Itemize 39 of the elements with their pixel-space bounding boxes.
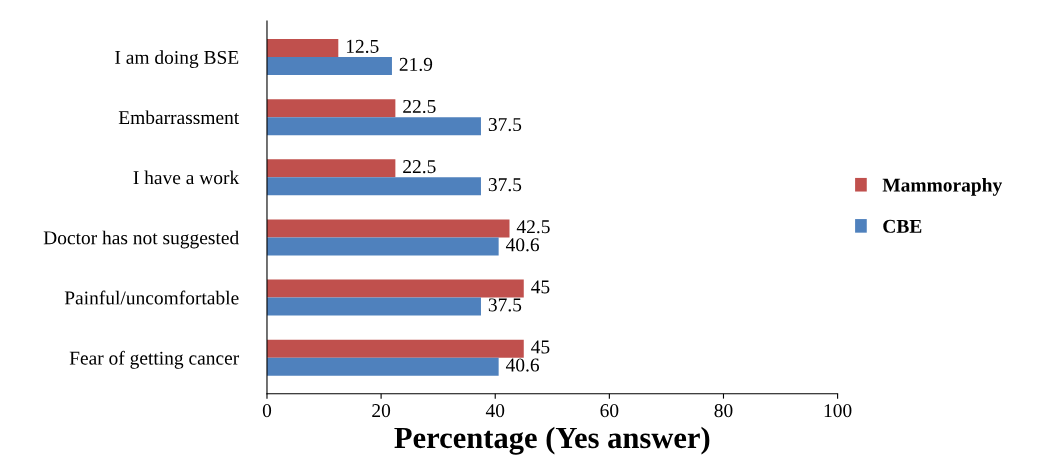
bar (266, 159, 396, 178)
data-label: 45 (531, 340, 550, 354)
data-label: 37.5 (488, 118, 522, 132)
bar (266, 339, 524, 358)
x-tick-label: 60 (600, 404, 619, 418)
data-label: 21.9 (399, 57, 433, 72)
bar (266, 357, 499, 376)
data-label: 40.6 (505, 358, 540, 372)
y-tick-label: Embarrassment (118, 110, 240, 125)
data-label: 37.5 (488, 298, 522, 312)
bar (266, 177, 481, 196)
data-label: 42.5 (516, 220, 550, 234)
legend-label: Mammoraphy (882, 178, 1003, 196)
bar (266, 279, 524, 298)
bar (266, 219, 510, 238)
y-tick-label: Doctor has not suggested (43, 230, 239, 249)
data-label: 22.5 (403, 160, 436, 174)
bar (266, 237, 499, 256)
legend-label: CBE (883, 219, 922, 233)
y-tick-label: Painful/uncomfortable (64, 290, 239, 305)
x-axis-title: Percentage (Yes answer) (394, 426, 710, 455)
x-tick-label: 40 (485, 404, 505, 418)
data-label: 40.6 (505, 238, 540, 252)
x-tick-label: 0 (262, 404, 272, 418)
x-tick-label: 20 (372, 404, 391, 418)
bar (266, 297, 481, 316)
x-tick-label: 100 (824, 404, 852, 418)
bar (266, 117, 481, 136)
y-tick-label: I am doing BSE (115, 50, 239, 68)
bar (266, 57, 392, 76)
data-label: 22.5 (403, 99, 436, 114)
y-tick-label: Fear of getting cancer (69, 350, 240, 369)
y-tick-label: I have a work (133, 170, 240, 185)
data-label: 37.5 (488, 178, 522, 192)
bar (266, 39, 339, 58)
data-label: 12.5 (346, 39, 379, 53)
data-label: 45 (531, 280, 550, 294)
x-tick-label: 80 (714, 404, 733, 418)
bar (266, 99, 396, 118)
